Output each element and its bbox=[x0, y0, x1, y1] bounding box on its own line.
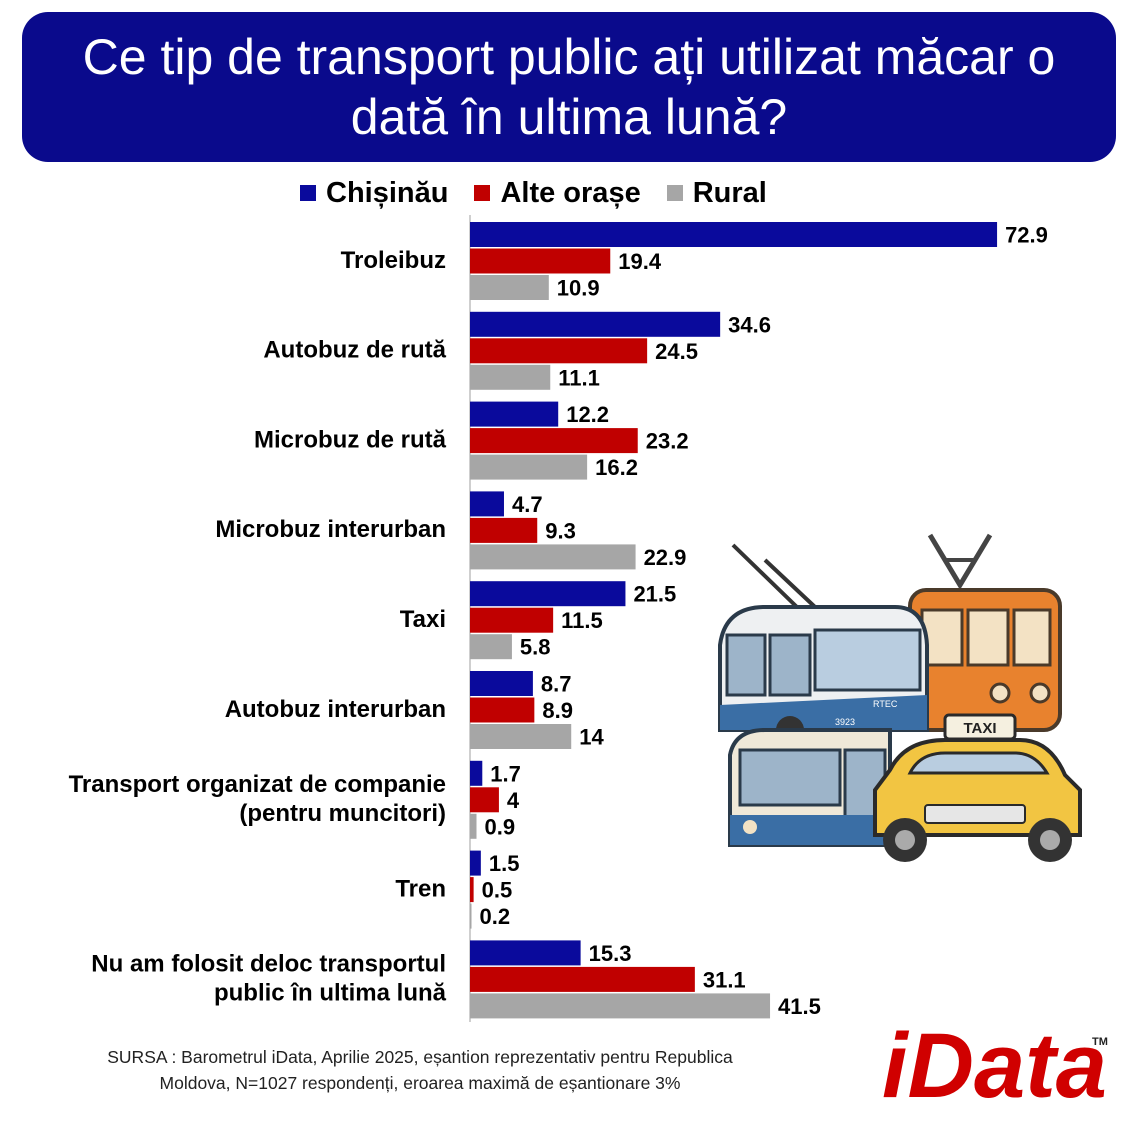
bar-alte-orase bbox=[470, 787, 499, 813]
bar-value-label: 31.1 bbox=[703, 967, 746, 992]
chart-title: Ce tip de transport public ați utilizat … bbox=[82, 29, 1056, 145]
source-line-2: Moldova, N=1027 respondenți, eroarea max… bbox=[159, 1073, 681, 1093]
tram-icon bbox=[908, 533, 1062, 732]
category-label: Nu am folosit deloc transportul bbox=[91, 951, 446, 978]
category-label: Taxi bbox=[400, 606, 446, 633]
legend: Chișinău Alte orașe Rural bbox=[300, 175, 767, 211]
legend-swatch-chisinau bbox=[300, 185, 316, 201]
trolleybus-icon: RTEC 3923 bbox=[718, 543, 929, 744]
bar-value-label: 1.5 bbox=[489, 851, 520, 876]
bar-rural bbox=[470, 724, 572, 749]
bus-code: RTEC bbox=[873, 699, 898, 709]
bar-alte-orase bbox=[470, 338, 648, 364]
bar-rural bbox=[470, 364, 551, 390]
bar-value-label: 34.6 bbox=[728, 312, 771, 337]
bar-chisinau bbox=[470, 491, 504, 517]
legend-label-chisinau: Chișinău bbox=[326, 176, 449, 209]
bar-value-label: 4 bbox=[507, 788, 520, 813]
bar-value-label: 1.7 bbox=[490, 761, 521, 786]
bar-value-label: 4.7 bbox=[512, 492, 543, 517]
bar-value-label: 0.2 bbox=[480, 904, 511, 929]
legend-item-rural: Rural bbox=[666, 176, 767, 210]
bar-value-label: 14 bbox=[579, 725, 604, 750]
logo-tm: TM bbox=[1092, 1036, 1108, 1048]
bar-value-label: 16.2 bbox=[595, 455, 638, 480]
bar-rural bbox=[470, 903, 472, 929]
bar-rural bbox=[470, 993, 771, 1019]
bar-rural bbox=[470, 813, 477, 839]
logo-text: iData bbox=[882, 1015, 1107, 1110]
bar-value-label: 22.9 bbox=[644, 545, 687, 570]
bar-alte-orase bbox=[470, 248, 611, 274]
public-transport-illustration-icon: RTEC 3923 TAXI bbox=[718, 533, 1082, 862]
legend-item-alte-orase: Alte orașe bbox=[474, 176, 641, 210]
bar-chisinau bbox=[470, 222, 998, 247]
category-label: Troleibuz bbox=[341, 247, 446, 274]
source-line-1: SURSA : Barometrul iData, Aprilie 2025, … bbox=[107, 1047, 733, 1067]
bar-chisinau bbox=[470, 850, 481, 876]
bar-value-label: 5.8 bbox=[520, 635, 551, 660]
bar-alte-orase bbox=[470, 428, 638, 454]
bar-alte-orase bbox=[470, 697, 535, 723]
bar-value-label: 23.2 bbox=[646, 429, 689, 454]
bar-value-label: 11.1 bbox=[558, 365, 600, 390]
legend-label-alte-orase: Alte orașe bbox=[500, 176, 641, 209]
bar-value-label: 10.9 bbox=[557, 276, 600, 301]
bus-number: 3923 bbox=[835, 717, 855, 727]
idata-logo: iData TM bbox=[882, 1015, 1108, 1110]
bar-value-label: 15.3 bbox=[589, 941, 632, 966]
bar-value-label: 72.9 bbox=[1005, 223, 1048, 248]
taxi-icon: TAXI bbox=[873, 713, 1082, 862]
bar-alte-orase bbox=[470, 877, 474, 903]
bar-value-label: 12.2 bbox=[566, 402, 609, 427]
legend-swatch-rural bbox=[666, 185, 683, 201]
bar-rural bbox=[470, 634, 512, 660]
bar-value-label: 8.7 bbox=[541, 672, 572, 697]
bar-value-label: 24.5 bbox=[655, 339, 698, 364]
bar-value-label: 21.5 bbox=[633, 582, 676, 607]
bar-alte-orase bbox=[470, 966, 695, 992]
category-label: Autobuz de rută bbox=[263, 337, 446, 364]
bar-value-label: 0.5 bbox=[482, 878, 513, 903]
bar-chisinau bbox=[470, 581, 626, 607]
bar-value-label: 9.3 bbox=[545, 518, 576, 543]
bar-rural bbox=[470, 454, 588, 480]
title-banner: Ce tip de transport public ați utilizat … bbox=[22, 12, 1116, 162]
category-label: Tren bbox=[395, 875, 446, 902]
legend-item-chisinau: Chișinău bbox=[300, 177, 448, 210]
bus-icon bbox=[728, 728, 892, 847]
bar-value-label: 0.9 bbox=[485, 814, 516, 839]
category-label: Microbuz interurban bbox=[215, 516, 446, 543]
bar-chisinau bbox=[470, 311, 721, 337]
category-label: (pentru muncitori) bbox=[239, 800, 446, 827]
bar-chisinau bbox=[470, 671, 533, 696]
category-label: Microbuz de rută bbox=[254, 426, 447, 453]
source-note: SURSA : Barometrul iData, Aprilie 2025, … bbox=[20, 1044, 820, 1096]
bar-alte-orase bbox=[470, 517, 538, 543]
bar-rural bbox=[470, 544, 636, 570]
bar-chisinau bbox=[470, 760, 483, 786]
bar-value-label: 11.5 bbox=[561, 608, 603, 633]
legend-swatch-alte-orase bbox=[474, 185, 491, 201]
bar-value-label: 41.5 bbox=[778, 994, 821, 1019]
bar-value-label: 8.9 bbox=[542, 698, 573, 723]
bar-rural bbox=[470, 275, 549, 300]
bar-alte-orase bbox=[470, 607, 554, 633]
taxi-sign: TAXI bbox=[963, 720, 996, 737]
bar-chisinau bbox=[470, 940, 581, 966]
bar-value-label: 19.4 bbox=[618, 249, 662, 274]
category-label: public în ultima lună bbox=[214, 980, 447, 1007]
bar-chisinau bbox=[470, 401, 559, 427]
legend-label-rural: Rural bbox=[692, 176, 767, 209]
category-label: Autobuz interurban bbox=[225, 696, 446, 723]
category-label: Transport organizat de companie bbox=[69, 771, 446, 798]
